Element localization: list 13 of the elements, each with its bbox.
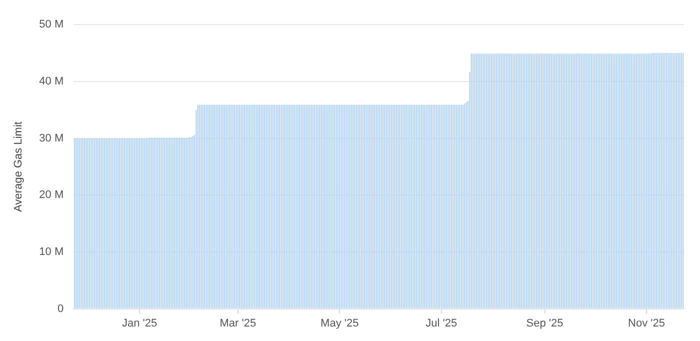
x-tick-label: Jan '25 [122,317,158,330]
y-tick-label: 40 M [39,75,64,88]
x-tick-label: May '25 [320,317,359,330]
x-tick-label: Sep '25 [526,317,564,330]
y-tick-label: 20 M [39,189,64,202]
x-tick-label: Nov '25 [628,317,665,330]
x-tick-label: Mar '25 [220,317,256,330]
x-tick-label: Jul '25 [426,317,458,330]
y-tick-label: 10 M [39,246,64,258]
y-tick-label: 30 M [39,132,64,144]
y-tick-label: 0 [58,302,64,315]
y-axis-title: Average Gas Limit [12,122,25,212]
y-tick-label: 50 M [39,18,64,31]
